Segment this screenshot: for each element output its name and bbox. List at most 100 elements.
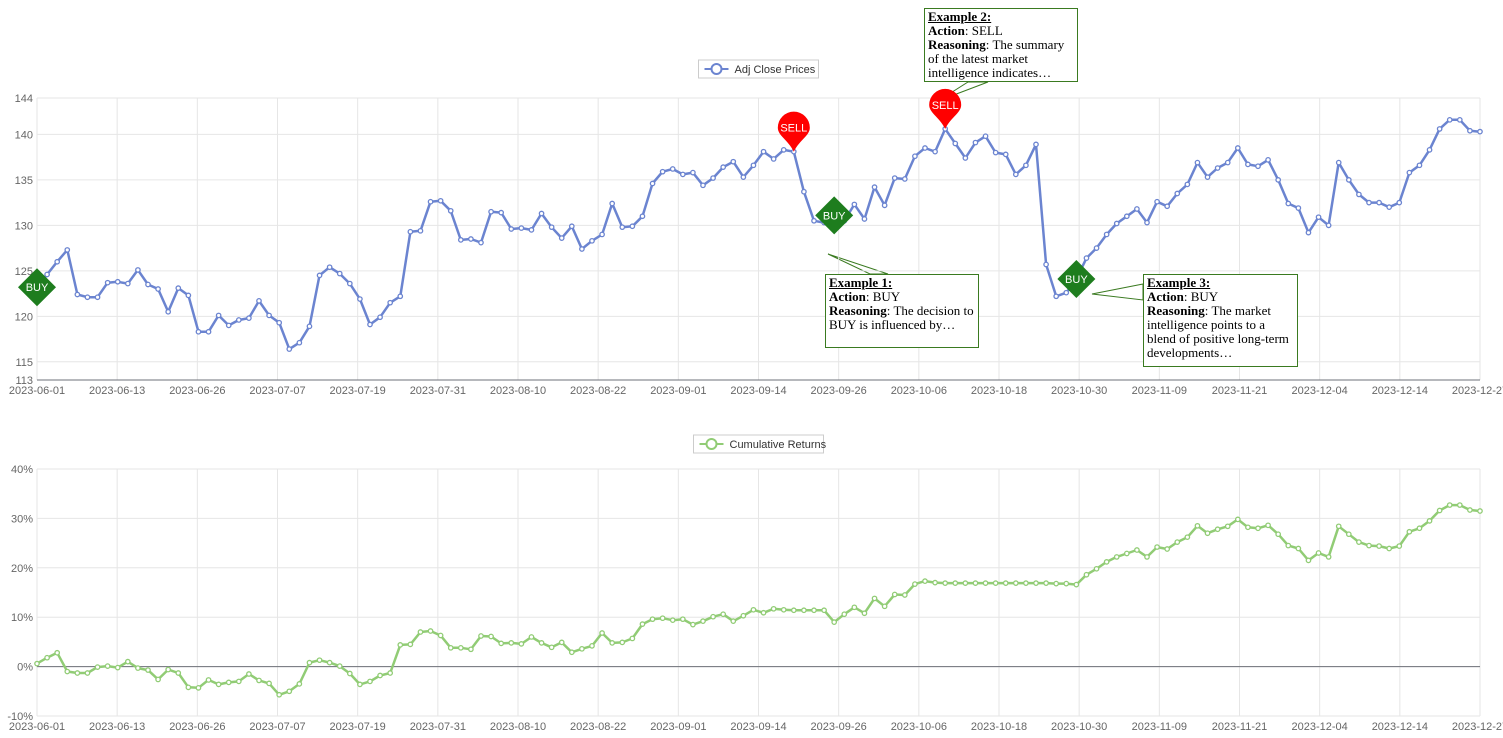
- data-point: [257, 678, 261, 682]
- data-point: [893, 592, 897, 596]
- data-point: [267, 681, 271, 685]
- data-point: [1104, 232, 1108, 236]
- callout-action-value: SELL: [972, 23, 1003, 38]
- data-point: [459, 646, 463, 650]
- data-point: [287, 347, 291, 351]
- data-point: [105, 664, 109, 668]
- data-point: [1115, 555, 1119, 559]
- data-point: [751, 163, 755, 167]
- data-point: [872, 185, 876, 189]
- data-point: [852, 605, 856, 609]
- data-point: [1175, 540, 1179, 544]
- data-point: [1125, 214, 1129, 218]
- data-point: [1165, 547, 1169, 551]
- data-point: [711, 615, 715, 619]
- data-point: [35, 661, 39, 665]
- data-point: [1387, 546, 1391, 550]
- data-point: [1427, 519, 1431, 523]
- data-point: [640, 214, 644, 218]
- data-point: [509, 641, 513, 645]
- data-point: [1306, 230, 1310, 234]
- data-point: [378, 673, 382, 677]
- y-tick-label: 0%: [17, 662, 33, 674]
- data-point: [519, 642, 523, 646]
- sell-marker-label: SELL: [780, 123, 807, 135]
- data-point: [1236, 146, 1240, 150]
- data-point: [1215, 166, 1219, 170]
- data-point: [438, 633, 442, 637]
- data-point: [1337, 524, 1341, 528]
- data-point: [55, 260, 59, 264]
- data-point: [1276, 532, 1280, 536]
- data-point: [731, 159, 735, 163]
- data-point: [529, 228, 533, 232]
- data-point: [903, 177, 907, 181]
- data-point: [610, 201, 614, 205]
- data-point: [368, 322, 372, 326]
- data-point: [136, 268, 140, 272]
- data-point: [1175, 191, 1179, 195]
- x-tick-label: 2023-11-09: [1132, 721, 1187, 733]
- data-point: [338, 664, 342, 668]
- callout-example-3: Example 3: Action: BUY Reasoning: The ma…: [1143, 274, 1298, 367]
- data-point: [1226, 160, 1230, 164]
- data-point: [1205, 531, 1209, 535]
- data-point: [701, 619, 705, 623]
- data-point: [1226, 524, 1230, 528]
- x-tick-label: 2023-06-01: [9, 385, 65, 397]
- data-point: [287, 689, 291, 693]
- data-point: [176, 671, 180, 675]
- x-tick-label: 2023-07-07: [249, 385, 305, 397]
- data-point: [630, 636, 634, 640]
- legend: Adj Close Prices: [699, 60, 819, 78]
- data-point: [186, 293, 190, 297]
- data-point: [166, 310, 170, 314]
- data-point: [761, 149, 765, 153]
- y-tick-label: 10%: [11, 612, 33, 624]
- x-tick-label: 2023-10-06: [891, 385, 947, 397]
- data-point: [771, 607, 775, 611]
- data-point: [539, 211, 543, 215]
- data-point: [1195, 524, 1199, 528]
- data-point: [1337, 160, 1341, 164]
- data-point: [1104, 560, 1108, 564]
- data-point: [277, 693, 281, 697]
- data-point: [1084, 573, 1088, 577]
- data-point: [660, 169, 664, 173]
- data-point: [459, 238, 463, 242]
- data-point: [116, 280, 120, 284]
- data-point: [671, 167, 675, 171]
- data-point: [1347, 178, 1351, 182]
- data-point: [660, 616, 664, 620]
- data-point: [1054, 294, 1058, 298]
- data-point: [317, 273, 321, 277]
- data-point: [913, 154, 917, 158]
- data-point: [75, 671, 79, 675]
- data-point: [1246, 525, 1250, 529]
- legend-marker-swatch: [712, 64, 722, 74]
- data-point: [156, 287, 160, 291]
- x-tick-label: 2023-06-13: [89, 385, 145, 397]
- data-point: [237, 318, 241, 322]
- data-point: [711, 176, 715, 180]
- data-point: [449, 209, 453, 213]
- data-point: [620, 640, 624, 644]
- data-point: [590, 644, 594, 648]
- data-point: [449, 646, 453, 650]
- data-point: [206, 330, 210, 334]
- data-point: [862, 217, 866, 221]
- data-point: [1316, 215, 1320, 219]
- data-point: [650, 617, 654, 621]
- data-point: [327, 660, 331, 664]
- x-tick-label: 2023-11-21: [1212, 721, 1267, 733]
- data-point: [1185, 182, 1189, 186]
- data-point: [75, 292, 79, 296]
- y-tick-label: 40%: [11, 464, 33, 476]
- data-point: [721, 165, 725, 169]
- data-point: [1377, 544, 1381, 548]
- x-tick-label: 2023-09-14: [730, 385, 786, 397]
- data-point: [872, 596, 876, 600]
- data-point: [1034, 581, 1038, 585]
- data-point: [1054, 581, 1058, 585]
